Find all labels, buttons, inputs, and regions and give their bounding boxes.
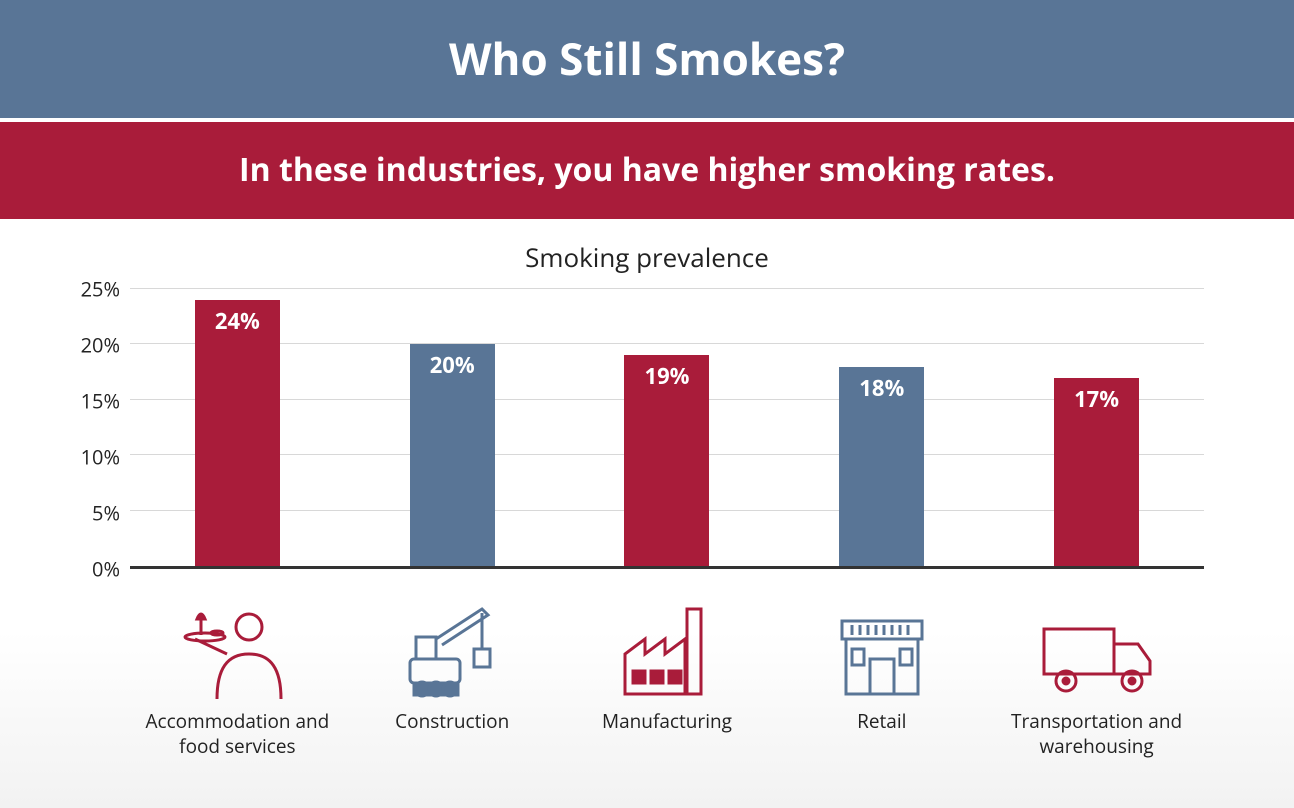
category-cell: Accommodation and food services [130, 599, 345, 758]
y-tick-label: 25% [60, 276, 120, 303]
bar-accommodation: 24% [195, 300, 280, 566]
title-band: Who Still Smokes? [0, 0, 1294, 122]
y-tick-label: 0% [60, 556, 120, 583]
bar-value-label: 17% [1054, 384, 1139, 414]
bar-slot: 17% [989, 289, 1204, 566]
category-label: Transportation and warehousing [997, 709, 1197, 758]
category-label: Construction [395, 709, 509, 734]
crane-icon [392, 599, 512, 699]
bar-slot: 20% [345, 289, 560, 566]
bar-value-label: 24% [195, 306, 280, 336]
subtitle-band: In these industries, you have higher smo… [0, 122, 1294, 219]
bar-slot: 24% [130, 289, 345, 566]
y-tick-label: 15% [60, 388, 120, 415]
truck-icon [1032, 599, 1162, 699]
bar-value-label: 18% [839, 373, 924, 403]
category-label: Manufacturing [602, 709, 732, 734]
bar-retail: 18% [839, 367, 924, 566]
bar-slot: 19% [560, 289, 775, 566]
category-cell: Transportation and warehousing [989, 599, 1204, 758]
page-title: Who Still Smokes? [449, 28, 845, 88]
y-tick-label: 5% [60, 500, 120, 527]
main-area: Smoking prevalence 0% 5% 10% 15% 20% 25%… [0, 219, 1294, 808]
category-cell: Retail [774, 599, 989, 758]
bar-chart: 0% 5% 10% 15% 20% 25% 24% 20% [130, 289, 1204, 569]
y-tick-label: 10% [60, 444, 120, 471]
store-icon [822, 599, 942, 699]
bar-slot: 18% [774, 289, 989, 566]
category-label: Retail [857, 709, 906, 734]
y-axis: 0% 5% 10% 15% 20% 25% [60, 289, 120, 569]
bar-value-label: 19% [624, 361, 709, 391]
plot-area: 24% 20% 19% 18% [130, 289, 1204, 569]
y-tick-label: 20% [60, 332, 120, 359]
bar-manufacturing: 19% [624, 355, 709, 566]
bar-construction: 20% [410, 344, 495, 566]
category-icons-row: Accommodation and food services Construc… [130, 599, 1204, 758]
category-label: Accommodation and food services [137, 709, 337, 758]
bar-value-label: 20% [410, 350, 495, 380]
page-subtitle: In these industries, you have higher smo… [239, 148, 1055, 191]
factory-icon [607, 599, 727, 699]
category-cell: Manufacturing [560, 599, 775, 758]
chart-title: Smoking prevalence [60, 239, 1234, 275]
bar-transportation: 17% [1054, 378, 1139, 566]
bars-container: 24% 20% 19% 18% [130, 289, 1204, 566]
category-cell: Construction [345, 599, 560, 758]
waiter-icon [177, 599, 297, 699]
